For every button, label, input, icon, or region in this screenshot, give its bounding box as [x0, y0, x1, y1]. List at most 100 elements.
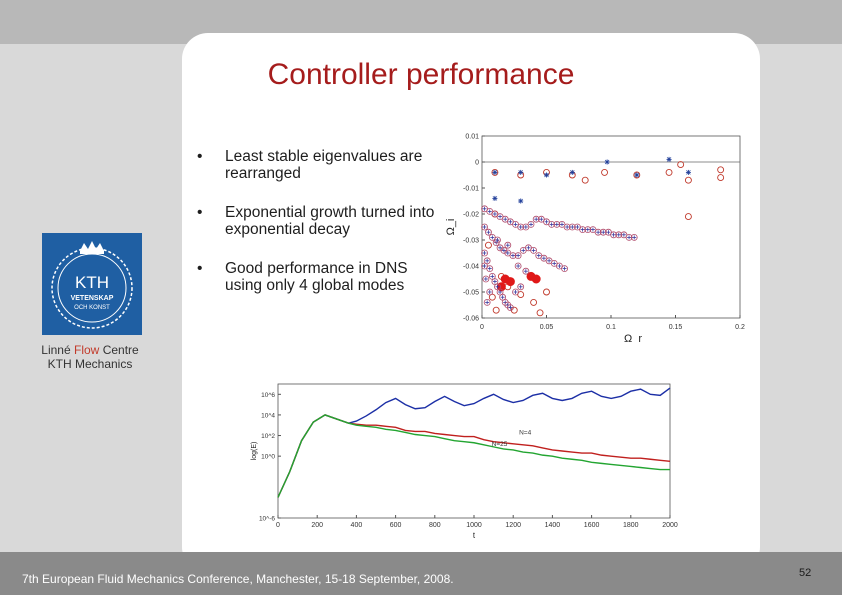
series-line	[277, 414, 670, 498]
data-point	[684, 176, 692, 184]
kth-logo-graphic: KTH VETENSKAP OCH KONST	[42, 233, 142, 335]
logo-kth-text: KTH	[75, 273, 109, 292]
data-point	[532, 215, 540, 223]
y-tick-label: -0.06	[463, 316, 479, 323]
y-axis-label: Ω_i	[445, 219, 457, 236]
data-point	[569, 169, 575, 175]
x-tick-label: 0.05	[540, 324, 554, 331]
plot-frame	[277, 383, 671, 519]
data-point	[553, 221, 561, 228]
data-point	[625, 234, 633, 241]
data-point	[543, 218, 550, 226]
bullet-marker: •	[197, 148, 203, 165]
y-tick-label: 0	[475, 160, 479, 167]
data-point	[665, 168, 673, 176]
y-tick-label: -0.05	[463, 290, 479, 297]
data-point	[677, 161, 685, 169]
x-tick-label: 1400	[545, 522, 561, 529]
data-point	[615, 231, 623, 239]
data-point	[548, 221, 556, 228]
data-point	[561, 265, 568, 273]
caption-centre: Centre	[102, 343, 139, 357]
bullet-item: • Exponential growth turned into exponen…	[197, 204, 437, 238]
x-tick-label: 0.1	[606, 324, 616, 331]
data-point	[485, 241, 492, 249]
eigenvalue-plot: 0 0.05 0.1 0.15 0.2 0.01 0 -0.01 -0.02 -0.03 -0.04…	[440, 128, 752, 346]
data-point	[486, 288, 494, 296]
data-point	[485, 228, 492, 236]
energy-plot: 0 200 400 600 800 1000 1200 1400 1600 1800 2000 10^…	[244, 378, 684, 543]
data-point	[584, 226, 592, 233]
data-point	[543, 288, 550, 296]
data-point	[505, 277, 515, 287]
x-tick-label: 1800	[623, 522, 639, 529]
data-point	[594, 228, 602, 236]
caption-linne: Linné	[41, 343, 71, 357]
data-point	[522, 267, 530, 275]
x-tick-label: 0.2	[735, 324, 745, 331]
y-tick-label: 0.01	[465, 134, 479, 141]
kth-logo: KTH VETENSKAP OCH KONST	[42, 233, 142, 335]
x-tick-label: 600	[390, 522, 402, 529]
data-point	[492, 306, 500, 314]
logo-caption: Linné Flow Centre KTH Mechanics	[30, 343, 150, 371]
data-point	[506, 304, 514, 312]
data-point	[544, 172, 549, 178]
data-point	[514, 262, 522, 270]
y-axis-label: log(E)	[251, 442, 258, 461]
data-point	[512, 288, 519, 296]
y-tick-label: 10^6	[261, 392, 275, 399]
x-axis-label: Ω_r	[624, 333, 642, 343]
data-point	[666, 156, 672, 162]
x-tick-label: 1200	[505, 522, 521, 529]
footer-text: 7th European Fluid Mechanics Conference,…	[22, 572, 454, 586]
data-point	[604, 159, 610, 165]
x-tick-label: 400	[351, 522, 363, 529]
data-point	[530, 298, 538, 306]
logo-line2: OCH KONST	[74, 305, 110, 311]
data-point	[531, 274, 541, 284]
annotation-n4: N=4	[519, 430, 531, 437]
bullet-text: Good performance in DNS using only 4 glo…	[225, 260, 408, 294]
data-point	[492, 195, 498, 201]
bullet-marker: •	[197, 204, 203, 221]
annotation-n25: N=25	[492, 441, 508, 448]
data-point	[581, 176, 589, 184]
page-number: 52	[799, 567, 812, 579]
x-tick-label: 800	[429, 522, 441, 529]
data-point	[610, 231, 617, 239]
bullet-item: • Least stable eigenvalues are rearrange…	[197, 148, 437, 182]
data-point	[630, 234, 638, 241]
x-tick-label: 1000	[466, 522, 482, 529]
data-point	[494, 236, 501, 244]
footer-bar	[0, 552, 842, 595]
data-point	[509, 252, 517, 259]
series-line	[277, 387, 671, 498]
data-point	[530, 247, 537, 254]
y-tick-label: 10^0	[261, 454, 275, 461]
data-point	[514, 252, 522, 259]
data-point	[496, 213, 504, 220]
data-point	[634, 172, 640, 178]
caption-kth-mechanics: KTH Mechanics	[47, 357, 133, 371]
y-tick-label: 10^4	[261, 412, 275, 419]
data-point	[483, 257, 491, 265]
data-point	[563, 223, 571, 231]
data-point	[568, 223, 576, 231]
data-point	[684, 213, 692, 221]
x-tick-label: 0	[276, 522, 280, 529]
x-tick-label: 1600	[584, 522, 600, 529]
data-point	[717, 166, 725, 174]
x-tick-label: 0.15	[669, 324, 683, 331]
data-point	[601, 168, 609, 176]
data-point	[633, 171, 641, 179]
caption-flow: Flow	[74, 343, 100, 357]
data-point	[518, 169, 524, 175]
data-point	[517, 223, 525, 231]
logo-line1: VETENSKAP	[71, 295, 114, 302]
bullet-item: • Good performance in DNS using only 4 g…	[197, 260, 437, 294]
data-point	[481, 262, 488, 270]
x-axis-label: t	[473, 531, 476, 540]
data-point	[504, 241, 512, 249]
bullet-text: Least stable eigenvalues are rearranged	[225, 148, 423, 182]
